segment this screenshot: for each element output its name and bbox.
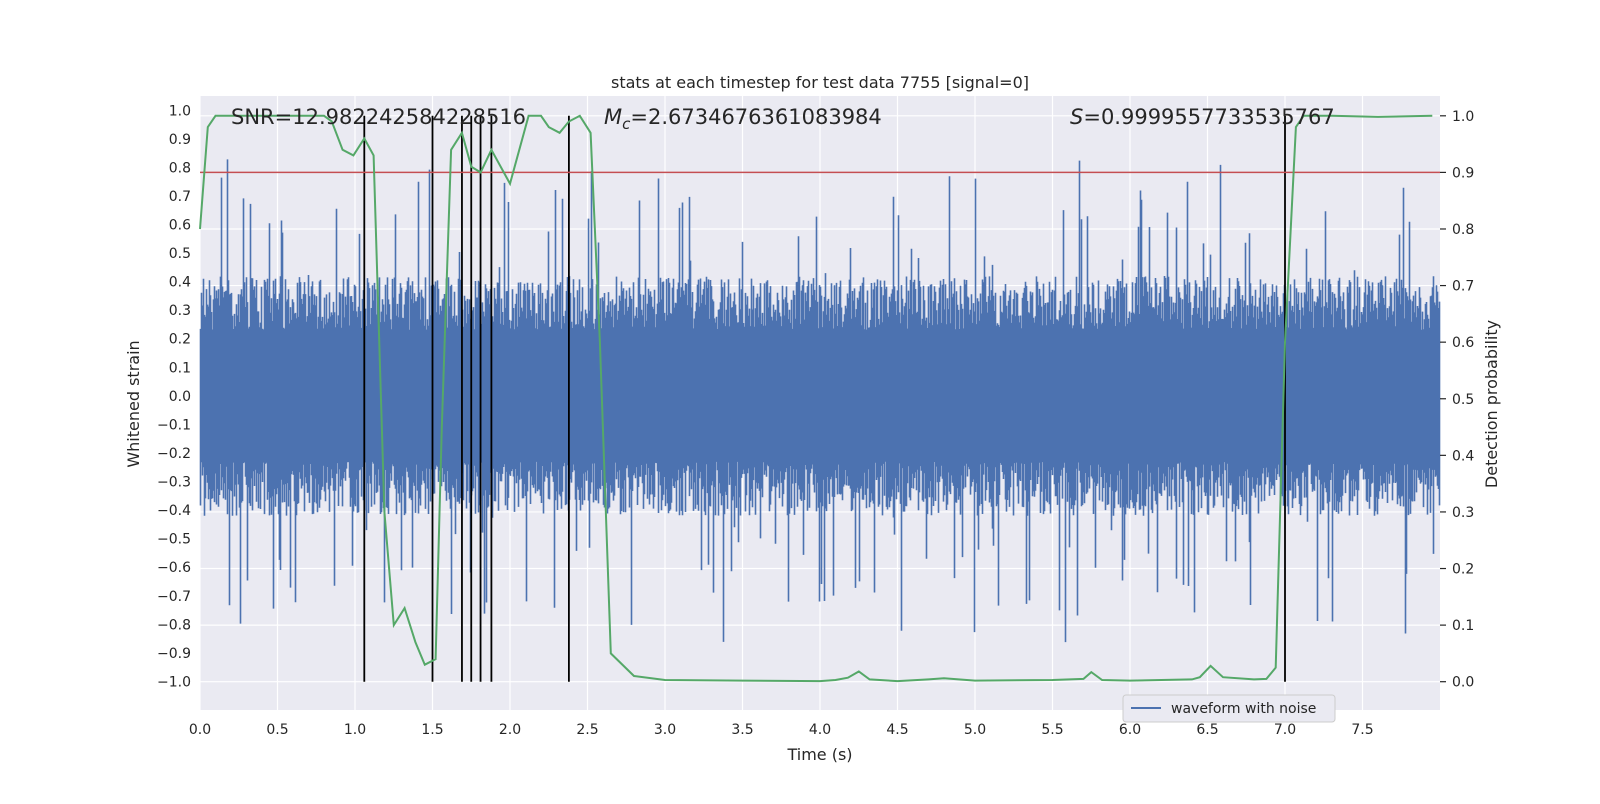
y-right-tick-label: 1.0 xyxy=(1452,109,1474,125)
y-left-tick-label: −0.6 xyxy=(157,560,191,576)
legend-label: waveform with noise xyxy=(1171,701,1316,717)
y-right-tick-label: 0.7 xyxy=(1452,279,1474,295)
y-left-tick-label: −0.8 xyxy=(157,617,191,633)
chirp-mass-subscript: c xyxy=(622,115,631,133)
x-tick-label: 6.0 xyxy=(1119,722,1141,738)
y-right-tick-label: 0.6 xyxy=(1452,335,1474,351)
score-annotation: S=0.9999557733535767 xyxy=(1070,105,1335,129)
y-right-tick-label: 0.2 xyxy=(1452,562,1474,578)
y-left-tick-label: −0.7 xyxy=(157,589,191,605)
y-left-tick-label: 0.8 xyxy=(169,160,191,176)
probability-series xyxy=(199,114,1433,683)
legend-box xyxy=(1122,694,1336,723)
y-axis-left-ticks: 1.0 0.9 0.8 0.7 0.6 0.5 0.4 0.3 0.2 0.1 0.0 −0.1 −0.… xyxy=(157,103,191,690)
y-axis-right-label: Detection probability xyxy=(1482,320,1501,488)
y-axis-left-label: Whitened strain xyxy=(124,340,143,467)
chirp-mass-symbol: M xyxy=(604,105,622,129)
score-value: =0.9999557733535767 xyxy=(1083,105,1334,129)
y-left-tick-label: 0.3 xyxy=(169,303,191,319)
x-axis-label: Time (s) xyxy=(786,745,852,764)
x-tick-label: 2.0 xyxy=(499,722,521,738)
y-right-tick-label: 0.4 xyxy=(1452,448,1474,464)
y-left-tick-label: 0.2 xyxy=(169,332,191,348)
x-tick-label: 1.5 xyxy=(421,722,443,738)
x-tick-label: 5.0 xyxy=(964,722,986,738)
x-tick-label: 6.5 xyxy=(1196,722,1218,738)
y-left-tick-label: 0.1 xyxy=(169,360,191,376)
y-left-tick-label: 0.5 xyxy=(169,246,191,262)
x-tick-label: 1.0 xyxy=(344,722,366,738)
y-right-tick-label: 0.9 xyxy=(1452,165,1474,181)
y-left-tick-label: −0.2 xyxy=(157,446,191,462)
y-left-tick-label: −0.4 xyxy=(157,503,191,519)
y-left-tick-label: 1.0 xyxy=(169,103,191,119)
y-left-tick-label: −0.1 xyxy=(157,417,191,433)
x-tick-label: 5.5 xyxy=(1041,722,1063,738)
y-left-tick-label: 0.9 xyxy=(169,132,191,148)
y-left-tick-label: 0.4 xyxy=(169,275,191,291)
snr-annotation: SNR=12.982242584228516 xyxy=(231,105,526,129)
vertical-markers xyxy=(363,115,1286,682)
chart-title: stats at each timestep for test data 775… xyxy=(611,73,1029,92)
chirp-mass-value: =2.6734676361083984 xyxy=(630,105,881,129)
probability-line xyxy=(199,114,1433,683)
legend: waveform with noise xyxy=(1122,694,1336,723)
x-tick-label: 4.5 xyxy=(886,722,908,738)
y-left-tick-label: 0.6 xyxy=(169,218,191,234)
x-tick-label: 7.0 xyxy=(1274,722,1296,738)
x-tick-label: 3.5 xyxy=(731,722,753,738)
y-left-tick-label: −1.0 xyxy=(157,674,191,690)
y-right-tick-label: 0.3 xyxy=(1452,505,1474,521)
x-tick-label: 0.0 xyxy=(189,722,211,738)
y-left-tick-label: −0.9 xyxy=(157,646,191,662)
y-axis-right-ticks: 1.0 0.9 0.8 0.7 0.6 0.5 0.4 0.3 0.2 0.1 0.0 xyxy=(1440,109,1474,691)
y-right-tick-label: 0.1 xyxy=(1452,618,1474,634)
y-right-tick-label: 0.5 xyxy=(1452,392,1474,408)
y-left-tick-label: −0.5 xyxy=(157,532,191,548)
chirp-mass-annotation: Mc=2.6734676361083984 xyxy=(604,105,882,133)
x-tick-label: 3.0 xyxy=(654,722,676,738)
x-axis-ticks: 0.0 0.5 1.0 1.5 2.0 2.5 3.0 3.5 4.0 4.5 5.0 5.5 6.0 6… xyxy=(189,722,1374,738)
x-tick-label: 4.0 xyxy=(809,722,831,738)
y-right-tick-label: 0.8 xyxy=(1452,222,1474,238)
x-tick-label: 0.5 xyxy=(266,722,288,738)
y-left-tick-label: 0.0 xyxy=(169,389,191,405)
waveform-line xyxy=(199,159,1441,643)
y-right-tick-label: 0.0 xyxy=(1452,675,1474,691)
x-tick-label: 2.5 xyxy=(576,722,598,738)
waveform-series xyxy=(199,159,1441,643)
y-left-tick-label: −0.3 xyxy=(157,475,191,491)
score-symbol: S xyxy=(1070,105,1083,129)
y-left-tick-label: 0.7 xyxy=(169,189,191,205)
x-tick-label: 7.5 xyxy=(1351,722,1373,738)
